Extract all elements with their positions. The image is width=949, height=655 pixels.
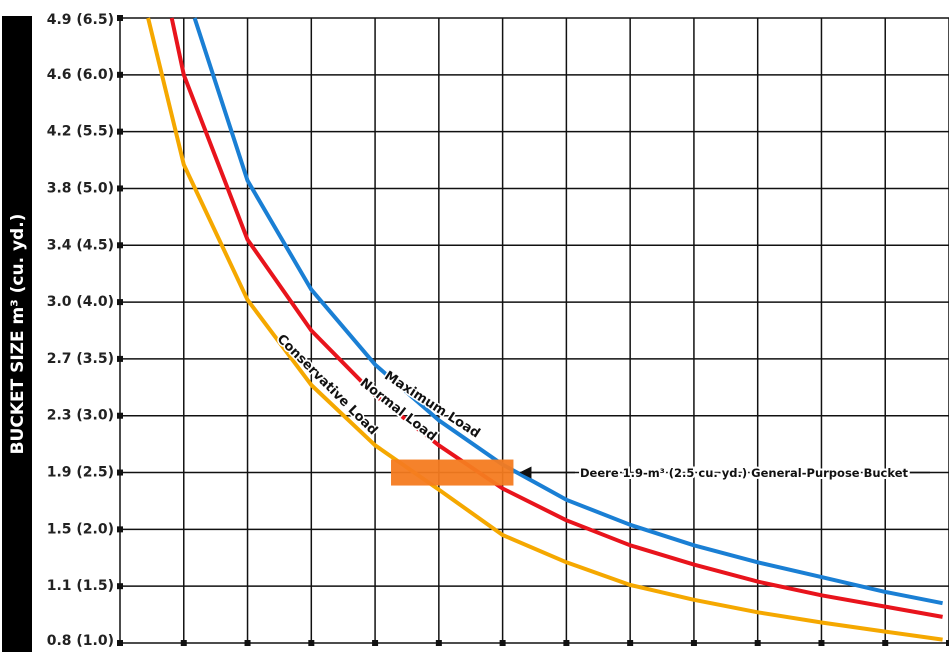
y-tick-label: 1.9 (2.5) bbox=[47, 465, 114, 481]
y-tick-mark bbox=[117, 469, 123, 476]
y-tick-label: 3.0 (4.0) bbox=[47, 294, 114, 310]
y-tick-label: 1.5 (2.0) bbox=[47, 521, 114, 537]
y-tick-mark bbox=[117, 15, 123, 21]
curve bbox=[169, 17, 943, 619]
y-tick-mark bbox=[117, 355, 123, 362]
bucket-label: Deere 1.9-m³ (2.5 cu. yd.) General-Purpo… bbox=[580, 466, 908, 480]
y-tick-label: 3.8 (5.0) bbox=[47, 180, 114, 196]
curve bbox=[146, 17, 943, 642]
y-tick-mark bbox=[117, 412, 123, 419]
y-tick-mark bbox=[117, 583, 123, 590]
curve bbox=[192, 17, 943, 606]
y-tick-mark bbox=[117, 128, 123, 135]
y-tick-label: 2.7 (3.5) bbox=[47, 351, 114, 367]
bucket-bar bbox=[391, 459, 514, 486]
y-tick-mark bbox=[117, 71, 123, 78]
y-tick-mark bbox=[117, 299, 123, 306]
y-axis-label: BUCKET SIZE m³ (cu. yd.) bbox=[8, 214, 28, 455]
y-tick-mark bbox=[117, 640, 123, 646]
y-tick-label: 4.2 (5.5) bbox=[47, 124, 114, 140]
y-tick-mark bbox=[117, 185, 123, 192]
y-tick-label: 3.4 (4.5) bbox=[47, 237, 114, 253]
y-tick-label: 4.9 (6.5) bbox=[47, 12, 114, 28]
y-tick-label: 2.3 (3.0) bbox=[47, 408, 114, 424]
y-tick-mark bbox=[117, 526, 123, 533]
arrow-head bbox=[519, 466, 532, 479]
y-label-box bbox=[2, 16, 32, 652]
y-tick-label: 4.6 (6.0) bbox=[47, 67, 114, 83]
y-tick-label: 0.8 (1.0) bbox=[47, 633, 114, 649]
y-tick-label: 1.1 (1.5) bbox=[47, 578, 114, 594]
y-tick-mark bbox=[117, 242, 123, 249]
